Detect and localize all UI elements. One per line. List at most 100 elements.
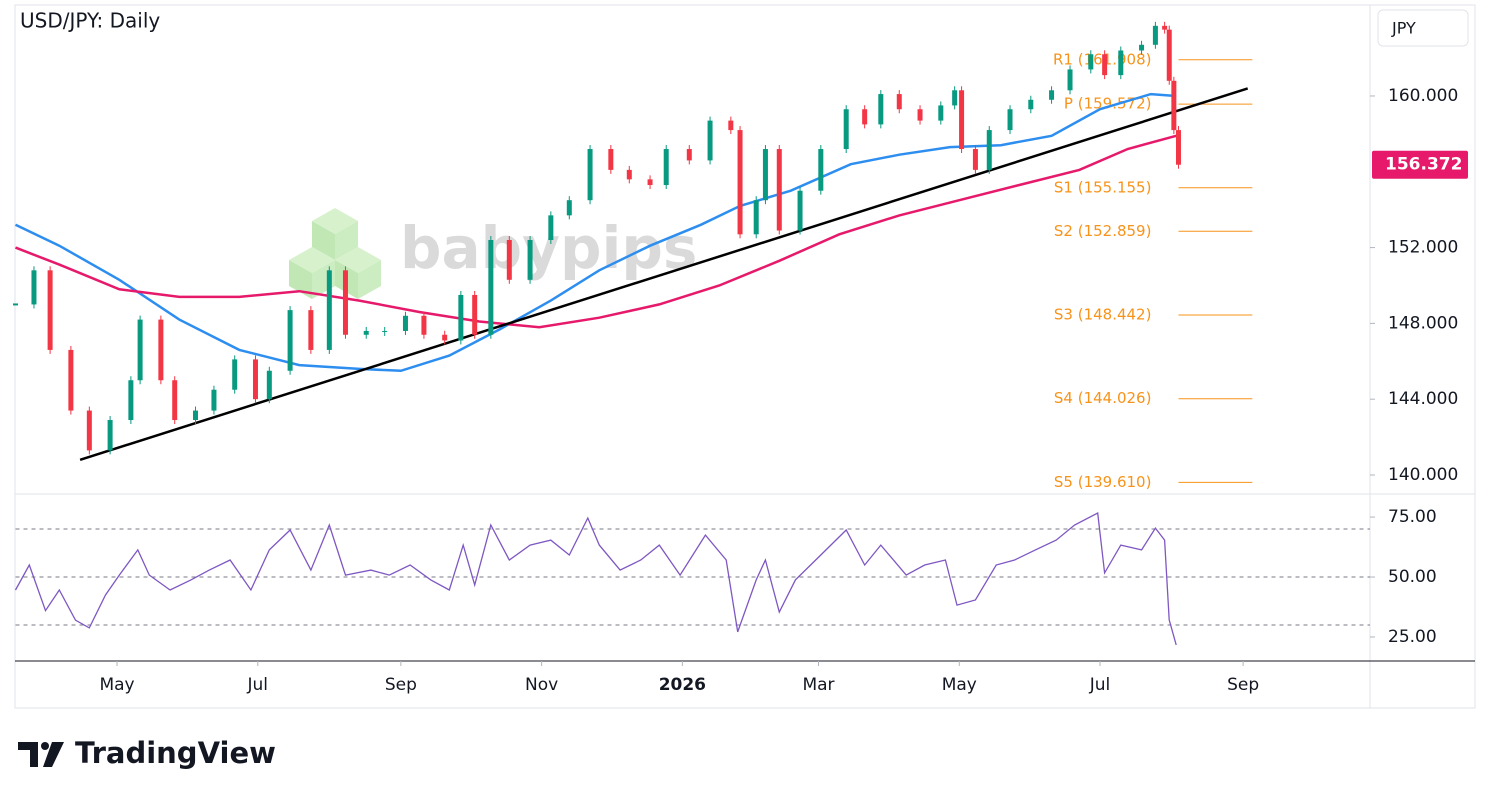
candle-body: [548, 215, 554, 240]
chart-frame: [14, 4, 1476, 709]
y-tick-label: 148.000: [1388, 313, 1458, 333]
candle-body: [472, 294, 478, 335]
candle-body: [488, 239, 494, 335]
x-tick-label: Sep: [385, 675, 417, 695]
candle-body: [128, 380, 134, 421]
candle-body: [1118, 50, 1124, 76]
candle-body: [402, 315, 408, 331]
candle-body: [421, 315, 427, 335]
candle-body: [172, 380, 178, 421]
candle-body: [506, 239, 512, 280]
candle-body: [917, 109, 923, 121]
candle-body: [972, 149, 978, 170]
candle-body: [326, 270, 332, 350]
currency-label: JPY: [1391, 19, 1416, 38]
candle-body: [1139, 44, 1145, 51]
candle-body: [1102, 54, 1108, 76]
candle-body: [47, 270, 53, 350]
moving-average: [15, 134, 1177, 329]
candle-body: [663, 149, 669, 186]
candle-body: [686, 149, 692, 161]
candle-body: [797, 190, 803, 231]
candle-body: [1162, 25, 1168, 30]
brand-logo: TradingView: [18, 736, 276, 770]
candle-body: [753, 200, 759, 235]
x-tick-label: Mar: [802, 675, 834, 695]
candle-body: [938, 105, 944, 121]
x-tick-label: Jul: [1089, 675, 1111, 695]
pivot-label: S5 (139.610): [1054, 473, 1152, 491]
y-tick-label: 75.00: [1388, 507, 1437, 527]
rsi-pane: 25.00 50.00 75.00: [14, 507, 1437, 647]
y-tick-label: 152.000: [1388, 238, 1458, 258]
pivot-label: S3 (148.442): [1054, 306, 1152, 324]
y-tick-label: 25.00: [1388, 627, 1437, 647]
candle-body: [137, 319, 143, 381]
candle-body: [382, 330, 388, 332]
candle-body: [728, 120, 734, 131]
y-tick-label: 140.000: [1388, 465, 1458, 485]
y-tick-label: 144.000: [1388, 389, 1458, 409]
candle-body: [252, 359, 258, 400]
candle-body: [1049, 90, 1055, 100]
x-tick-label: 2026: [659, 675, 706, 695]
price-pane: 140.000 144.000 148.000 152.000 160.000 May Ju…: [13, 21, 1468, 695]
candle-body: [86, 410, 92, 451]
candle-body: [1028, 99, 1034, 110]
candle-body: [342, 270, 348, 335]
candle-body: [1175, 130, 1181, 165]
x-tick-label: May: [99, 675, 134, 695]
candle-body: [959, 90, 965, 150]
pivot-label: S4 (144.026): [1054, 389, 1152, 407]
x-tick-label: Sep: [1227, 675, 1259, 695]
candle-body: [1007, 109, 1013, 131]
candle-body: [287, 310, 293, 371]
last-price-label: 156.372: [1385, 155, 1462, 175]
y-tick-label: 160.000: [1388, 86, 1458, 106]
candle-body: [776, 149, 782, 231]
brand-name: TradingView: [75, 736, 276, 770]
moving-average: [14, 92, 1177, 373]
candle-body: [587, 149, 593, 201]
candle-body: [843, 109, 849, 150]
candle-body: [896, 94, 902, 110]
currency-box[interactable]: [1377, 9, 1469, 47]
candle-body: [952, 90, 958, 106]
candle-body: [626, 169, 632, 180]
rsi-line: [14, 511, 1177, 646]
candle-body: [308, 310, 314, 350]
candle-body: [1152, 25, 1158, 45]
candle-body: [818, 149, 824, 191]
candle-body: [707, 120, 713, 161]
candle-body: [458, 294, 464, 341]
candle-body: [1088, 54, 1094, 70]
candle-body: [211, 389, 217, 411]
candle-body: [232, 359, 238, 390]
candle-body: [363, 330, 369, 335]
candle-body: [68, 349, 74, 411]
candle-body: [647, 179, 653, 186]
candle-body: [737, 130, 743, 235]
candle-body: [608, 149, 614, 170]
candle-body: [862, 109, 868, 125]
candle-body: [527, 239, 533, 280]
chart-title: USD/JPY: Daily: [20, 9, 160, 33]
last-price-tag: [1372, 150, 1468, 179]
candle-body: [192, 410, 198, 421]
x-tick-label: Jul: [247, 675, 269, 695]
candle-body: [266, 370, 272, 400]
candle-body: [1067, 69, 1073, 91]
pivot-label: S1 (155.155): [1054, 178, 1152, 196]
candle-body: [986, 130, 992, 170]
candle-body: [1171, 80, 1177, 131]
candle-body: [107, 420, 113, 451]
pivot-label: S2 (152.859): [1054, 222, 1152, 240]
x-tick-label: May: [942, 675, 977, 695]
candle-body: [878, 94, 884, 125]
candle-body: [442, 334, 448, 341]
candle-body: [762, 149, 768, 201]
trendline: [79, 87, 1249, 461]
candle-body: [1166, 29, 1172, 81]
candle-body: [158, 319, 164, 381]
